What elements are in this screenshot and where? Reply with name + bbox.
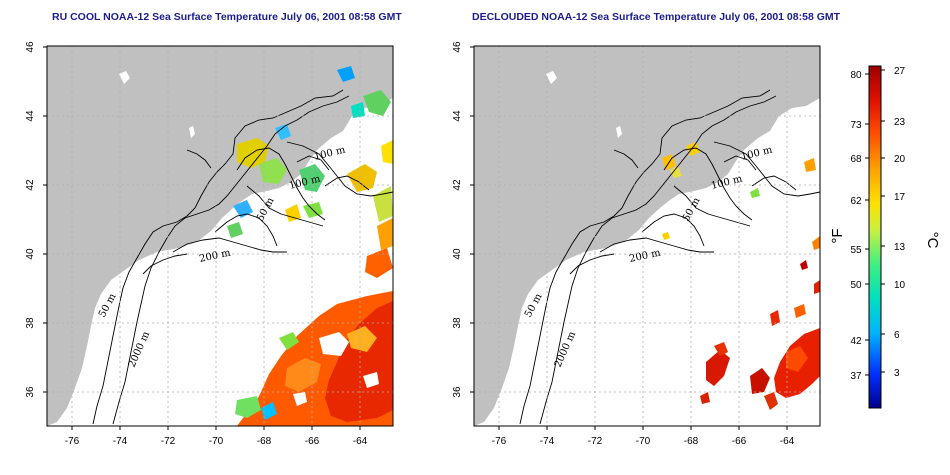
- left-map-frame: [46, 45, 394, 427]
- left-y-tick-labels: 46 44 42 40 38 36: [25, 41, 36, 398]
- left-map-title: RU COOL NOAA-12 Sea Surface Temperature …: [52, 11, 402, 23]
- celsius-tick: 13: [894, 242, 906, 253]
- right-map-title: DECLOUDED NOAA-12 Sea Surface Temperatur…: [472, 11, 841, 23]
- left-map-panel: 100 m 100 m 50 m 200 m 50 m 2000 m -76 -…: [25, 41, 394, 447]
- right-y-tick: 42: [452, 179, 463, 191]
- right-x-tick: -64: [780, 436, 795, 447]
- colorbar: 80 73 68 62 55 50 42 37 27 23 20 17 13 1…: [829, 65, 941, 409]
- right-y-axis: [470, 46, 474, 393]
- left-y-tick: 44: [25, 110, 36, 122]
- left-x-tick: -66: [305, 436, 320, 447]
- left-y-tick: 38: [25, 317, 36, 329]
- fahrenheit-tick: 73: [850, 120, 862, 131]
- right-x-tick: -68: [684, 436, 699, 447]
- colorbar-fahrenheit-labels: 80 73 68 62 55 50 42 37: [850, 70, 862, 382]
- celsius-tick: 10: [894, 280, 906, 291]
- fahrenheit-tick: 55: [850, 245, 862, 256]
- left-y-tick: 46: [25, 41, 36, 53]
- left-y-tick: 42: [25, 179, 36, 191]
- right-x-tick: -76: [492, 436, 507, 447]
- fahrenheit-tick: 50: [850, 280, 862, 291]
- right-sst-declouded: [662, 142, 820, 410]
- celsius-tick: 6: [894, 330, 900, 341]
- right-x-tick: -74: [540, 436, 555, 447]
- right-y-tick: 36: [452, 386, 463, 398]
- fahrenheit-tick: 42: [850, 336, 862, 347]
- left-x-tick: -76: [65, 436, 80, 447]
- left-x-tick: -64: [353, 436, 368, 447]
- right-y-tick: 38: [452, 317, 463, 329]
- fahrenheit-unit-label: °F: [829, 228, 846, 243]
- fahrenheit-tick: 37: [850, 371, 862, 382]
- left-x-tick: -74: [113, 436, 128, 447]
- right-y-tick-labels: 46 44 42 40 38 36: [452, 41, 463, 398]
- right-x-axis: [498, 426, 788, 430]
- left-y-axis: [43, 46, 47, 393]
- fahrenheit-tick: 62: [850, 196, 862, 207]
- celsius-tick: 17: [894, 192, 906, 203]
- left-x-tick-labels: -76 -74 -72 -70 -68 -66 -64: [65, 436, 368, 447]
- right-map-panel: 100 m 100 m 50 m 200 m 50 m 2000 m -76 -…: [452, 41, 821, 447]
- right-y-tick: 46: [452, 41, 463, 53]
- celsius-tick: 27: [894, 66, 906, 77]
- left-x-tick: -68: [257, 436, 272, 447]
- left-x-tick: -70: [209, 436, 224, 447]
- celsius-unit-label: °C: [924, 232, 941, 249]
- right-y-tick: 40: [452, 248, 463, 260]
- celsius-tick: 3: [894, 368, 900, 379]
- celsius-tick: 20: [894, 154, 906, 165]
- fahrenheit-tick: 68: [850, 154, 862, 165]
- right-x-tick: -70: [636, 436, 651, 447]
- right-map-frame: [473, 45, 821, 427]
- right-x-tick: -66: [732, 436, 747, 447]
- celsius-tick: 23: [894, 117, 906, 128]
- colorbar-ticks: [865, 69, 885, 376]
- right-x-tick: -72: [588, 436, 603, 447]
- left-y-tick: 40: [25, 248, 36, 260]
- right-x-tick-labels: -76 -74 -72 -70 -68 -66 -64: [492, 436, 795, 447]
- left-x-axis: [71, 426, 361, 430]
- fahrenheit-tick: 80: [850, 70, 862, 81]
- colorbar-scale: [868, 65, 882, 409]
- right-y-tick: 44: [452, 110, 463, 122]
- left-y-tick: 36: [25, 386, 36, 398]
- colorbar-celsius-labels: 27 23 20 17 13 10 6 3: [894, 66, 906, 379]
- left-x-tick: -72: [161, 436, 176, 447]
